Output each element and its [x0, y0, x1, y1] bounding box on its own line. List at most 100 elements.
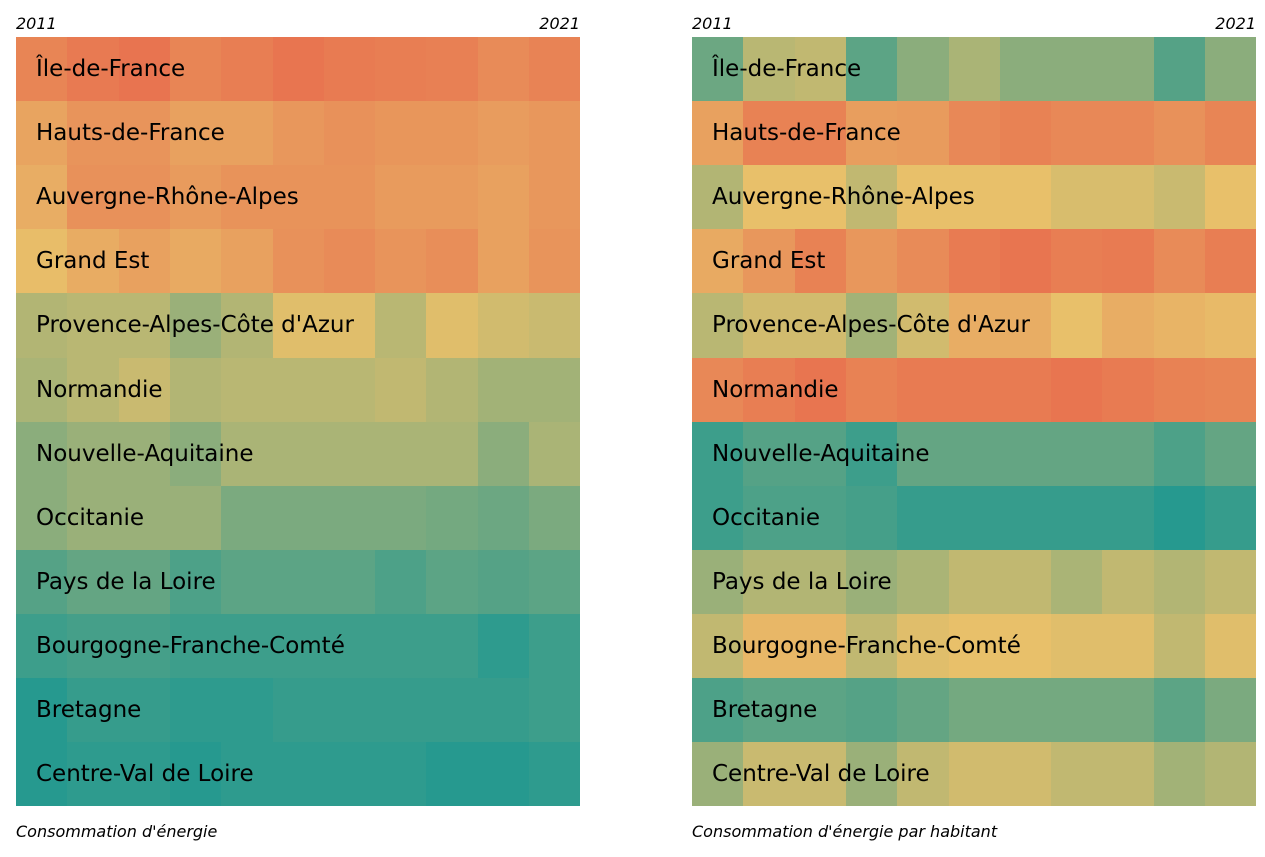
heatmap-cell: [743, 37, 795, 101]
heatmap-cell: [119, 678, 170, 742]
heatmap-cell: [221, 165, 273, 229]
heatmap-cell: [478, 37, 529, 101]
heatmap-cell: [1051, 358, 1102, 422]
heatmap-cell: [846, 550, 897, 614]
heatmap-cell: [16, 742, 67, 806]
heatmap-cell: [1000, 422, 1051, 486]
heatmap-cell: [743, 486, 795, 550]
heatmap-cell: [273, 293, 324, 358]
heatmap-cell: [119, 486, 170, 550]
heatmap-cell: [375, 293, 426, 358]
row-label: Occitanie: [36, 505, 145, 531]
heatmap-cell: [795, 742, 846, 806]
heatmap-cell: [846, 101, 897, 165]
heatmap-cell: [529, 742, 580, 806]
heatmap-cell: [1154, 422, 1205, 486]
heatmap-cell: [324, 486, 375, 550]
heatmap-cell: [1000, 742, 1051, 806]
heatmap-cell: [67, 742, 119, 806]
heatmap-cell: [529, 229, 580, 293]
row-label: Hauts-de-France: [36, 120, 225, 146]
heatmap-cell: [273, 358, 324, 422]
row-label: Bretagne: [36, 697, 142, 723]
heatmap-cell: [324, 229, 375, 293]
heatmap-cell: [529, 678, 580, 742]
chart-caption: Consommation d'énergie: [16, 822, 218, 841]
heatmap-cell: [170, 422, 221, 486]
heatmap-cell: [221, 486, 273, 550]
heatmap-cell: [795, 614, 846, 678]
heatmap-cell: [743, 614, 795, 678]
heatmap-cell: [16, 550, 67, 614]
heatmap-cell: [170, 101, 221, 165]
row-label: Occitanie: [712, 505, 821, 531]
heatmap-cell: [795, 358, 846, 422]
heatmap-cell: [897, 101, 949, 165]
heatmap-cell: [1154, 293, 1205, 358]
row-label: Nouvelle-Aquitaine: [36, 441, 254, 467]
year-end-label: 2021: [1215, 14, 1256, 33]
row-label: Auvergne-Rhône-Alpes: [36, 184, 299, 210]
heatmap-cell: [478, 229, 529, 293]
heatmap-cell: [119, 165, 170, 229]
heatmap-cell: [1205, 550, 1256, 614]
year-start-label: 2011: [16, 14, 57, 33]
heatmap-cell: [273, 165, 324, 229]
heatmap-cell: [692, 165, 743, 229]
heatmap-cell: [119, 550, 170, 614]
heatmap-cell: [426, 37, 478, 101]
heatmap-cell: [170, 293, 221, 358]
heatmap-cell: [1154, 229, 1205, 293]
heatmap-cell: [1205, 742, 1256, 806]
heatmap-cell: [426, 293, 478, 358]
heatmap-cell: [1051, 486, 1102, 550]
heatmap-cell: [949, 358, 1000, 422]
year-end-label: 2021: [539, 14, 580, 33]
heatmap-cell: [478, 550, 529, 614]
heatmap-cell: [1000, 165, 1051, 229]
heatmap-cell: [692, 293, 743, 358]
heatmap-cell: [1154, 742, 1205, 806]
heatmap-cell: [67, 550, 119, 614]
heatmap-cell: [1154, 101, 1205, 165]
heatmap-cell: [170, 229, 221, 293]
heatmap-cell: [273, 422, 324, 486]
heatmap-cell: [846, 614, 897, 678]
heatmap-cell: [1051, 550, 1102, 614]
heatmap-cell: [324, 101, 375, 165]
heatmap-cell: [67, 229, 119, 293]
heatmap-cell: [897, 422, 949, 486]
heatmap-cell: [743, 550, 795, 614]
heatmap-cell: [1205, 165, 1256, 229]
heatmap-cell: [743, 742, 795, 806]
heatmap-cell: [426, 165, 478, 229]
heatmap-cell: [1102, 229, 1154, 293]
heatmap-cell: [1205, 101, 1256, 165]
heatmap-cell: [1000, 101, 1051, 165]
heatmap-cell: [1205, 37, 1256, 101]
heatmap-cell: [67, 358, 119, 422]
heatmap-cell: [846, 165, 897, 229]
heatmap-panel-energy-per-capita: 2011 2021 Île-de-France Hauts-de-France Au…: [692, 0, 1256, 857]
heatmap-cell: [949, 165, 1000, 229]
heatmap-cell: [949, 101, 1000, 165]
heatmap-cell: [16, 614, 67, 678]
heatmap-cell: [1205, 422, 1256, 486]
heatmap-cell: [170, 678, 221, 742]
heatmap-cell: [221, 422, 273, 486]
heatmap-cell: [426, 614, 478, 678]
heatmap-cell: [16, 101, 67, 165]
heatmap-cell: [375, 358, 426, 422]
heatmap-cell: [949, 614, 1000, 678]
heatmap-cell: [949, 422, 1000, 486]
heatmap-cell: [1205, 614, 1256, 678]
heatmap-cell: [846, 37, 897, 101]
heatmap-cell: [324, 358, 375, 422]
heatmap-cell: [897, 293, 949, 358]
heatmap-cell: [221, 101, 273, 165]
heatmap-cell: [1051, 165, 1102, 229]
heatmap-cell: [1205, 229, 1256, 293]
heatmap-cell: [67, 486, 119, 550]
heatmap-cell: [1000, 358, 1051, 422]
heatmap-cell: [846, 293, 897, 358]
